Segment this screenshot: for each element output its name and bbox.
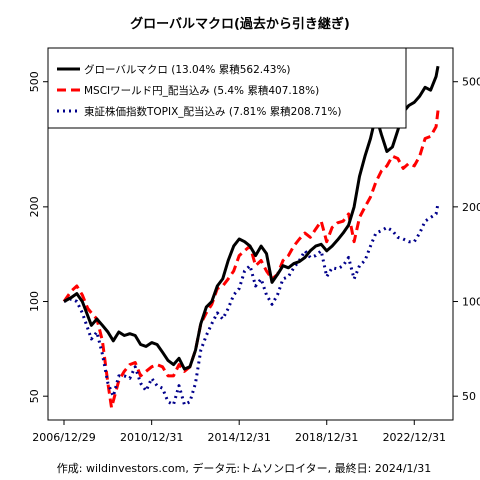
legend-label-1: MSCIワールド円_配当込み (5.4% 累積407.18%) <box>84 84 319 97</box>
chart-footer: 作成: wildinvestors.com, データ元:トムソンロイター, 最終… <box>57 461 431 475</box>
y-tick-label-left: 100 <box>28 291 41 312</box>
y-tick-label-right: 100 <box>462 296 480 309</box>
x-tick-label: 2018/12/31 <box>295 431 358 444</box>
axes-layer: 50 50 100 100 200 200 500 500 2006/12/29 2010/12/… <box>28 71 480 444</box>
legend: グローバルマクロ (13.04% 累積562.43%) MSCIワールド円_配当込… <box>47 47 407 129</box>
x-tick-label: 2006/12/29 <box>32 431 95 444</box>
y-tick-label-left: 200 <box>28 196 41 217</box>
y-tick-label-right: 200 <box>462 201 480 214</box>
y-tick-label-left: 50 <box>28 389 41 403</box>
y-tick-label-right: 50 <box>462 390 476 403</box>
legend-box <box>47 47 407 129</box>
y-tick-label-left: 500 <box>28 71 41 92</box>
y-tick-label-right: 500 <box>462 76 480 89</box>
series-line-1 <box>62 110 440 410</box>
x-tick-label: 2010/12/31 <box>120 431 183 444</box>
legend-label-2: 東証株価指数TOPIX_配当込み (7.81% 累積208.71%) <box>84 105 342 118</box>
chart-title: グローバルマクロ(過去から引き継ぎ) <box>130 16 350 32</box>
x-tick-label: 2014/12/31 <box>207 431 270 444</box>
legend-items: グローバルマクロ (13.04% 累積562.43%) MSCIワールド円_配当込… <box>57 63 342 118</box>
series-line-2 <box>63 203 440 407</box>
legend-label-0: グローバルマクロ (13.04% 累積562.43%) <box>84 63 291 76</box>
x-tick-label: 2022/12/31 <box>383 431 446 444</box>
